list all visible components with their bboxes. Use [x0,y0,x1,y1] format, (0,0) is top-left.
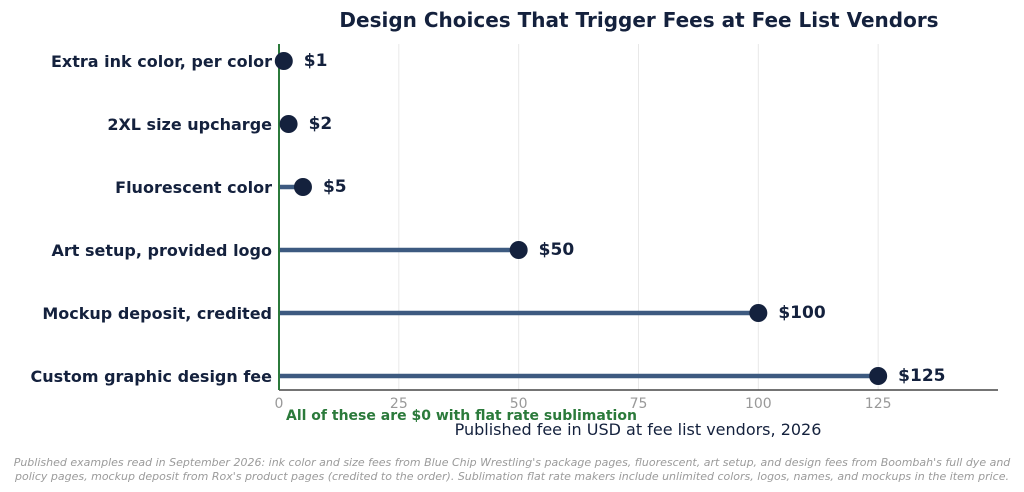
grid-lines [398,44,879,390]
lollipop-dot [749,304,768,322]
value-label: $1 [304,51,328,71]
x-tick-label: 100 [745,396,772,412]
category-label: Extra ink color, per color [51,52,272,71]
x-axis-label: Published fee in USD at fee list vendors… [455,420,822,439]
lollipop-dot [279,115,298,133]
x-tick-label: 0 [275,396,284,412]
category-label: Custom graphic design fee [31,367,273,386]
value-labels: $1 $2 $5 $50 $100 $125 [304,51,946,386]
footnote-line-2: policy pages, mockup deposit from Rox's … [15,470,1009,483]
flat-rate-annotation: All of these are $0 with flat rate subli… [286,408,637,424]
x-tick-label: 75 [630,396,648,412]
lollipop-dots [274,52,888,385]
x-tick-label: 50 [510,396,528,412]
value-label: $50 [539,240,575,260]
chart-title: Design Choices That Trigger Fees at Fee … [339,8,938,32]
category-labels: Extra ink color, per color 2XL size upcha… [31,52,273,386]
lollipop-dot [274,52,293,70]
value-label: $5 [323,177,347,197]
lollipop-dot [869,367,888,385]
category-label: Mockup deposit, credited [42,304,272,323]
category-label: Fluorescent color [115,178,272,197]
value-label: $2 [309,114,333,134]
category-label: 2XL size upcharge [107,115,272,134]
x-tick-labels: 0 25 50 75 100 125 [275,396,892,412]
value-label: $100 [778,303,825,323]
lollipop-stems [279,58,879,379]
x-tick-label: 25 [390,396,408,412]
value-label: $125 [898,366,945,386]
lollipop-dot [509,241,528,259]
axes [278,44,998,391]
lollipop-dot [293,178,312,196]
footnote-line-1: Published examples read in September 202… [13,456,1011,469]
category-label: Art setup, provided logo [51,241,272,260]
source-footnote: Published examples read in September 202… [0,456,1024,484]
x-tick-label: 125 [865,396,892,412]
